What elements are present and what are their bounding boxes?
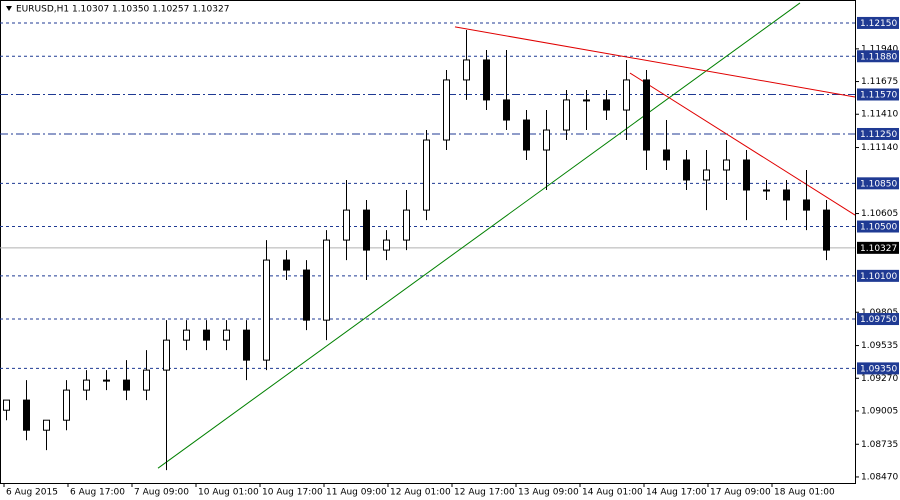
x-tick-label: 12 Aug 17:00: [454, 488, 515, 498]
level-label: 1.10850: [860, 179, 897, 189]
candle-body: [103, 379, 110, 382]
level-label: 1.09750: [860, 315, 897, 325]
x-tick-label: 17 Aug 09:00: [710, 488, 771, 498]
candle-body: [783, 189, 790, 201]
candle-body: [823, 209, 830, 251]
level-label: 1.10100: [860, 272, 897, 282]
trendline: [454, 26, 856, 98]
candle-body: [183, 329, 190, 341]
candle-body: [623, 79, 630, 111]
chart-title: EURUSD,H1 1.10307 1.10350 1.10257 1.1032…: [16, 5, 229, 15]
level-box: [857, 16, 899, 29]
candle-body: [503, 99, 510, 121]
x-tick-label: 10 Aug 01:00: [198, 488, 259, 498]
candle-body: [523, 119, 530, 151]
y-tick-label: 1.08735: [861, 440, 898, 450]
candle-body: [123, 379, 130, 391]
candle-body: [663, 149, 670, 161]
level-box: [857, 177, 899, 190]
candle-body: [163, 339, 170, 371]
candle-body: [343, 209, 350, 241]
x-tick-label: 10 Aug 17:00: [262, 488, 323, 498]
y-tick-label: 1.08470: [861, 472, 898, 482]
candle-body: [143, 369, 150, 391]
candle-body: [263, 259, 270, 361]
candle-body: [603, 99, 610, 111]
candle-body: [243, 329, 250, 361]
candle-body: [483, 59, 490, 101]
trendline: [629, 72, 856, 216]
level-box: [857, 362, 899, 375]
x-tick-label: 18 Aug 01:00: [774, 488, 835, 498]
candle-body: [403, 209, 410, 241]
x-tick-label: 12 Aug 01:00: [390, 488, 451, 498]
level-box: [857, 269, 899, 282]
candle-body: [723, 159, 730, 171]
candle-body: [583, 99, 590, 102]
level-box: [857, 127, 899, 140]
candle-body: [223, 329, 230, 341]
candle-body: [743, 159, 750, 191]
y-tick-label: 1.10605: [861, 209, 898, 219]
y-tick-label: 1.11410: [861, 110, 898, 120]
candle-body: [383, 239, 390, 251]
level-box: [857, 313, 899, 326]
level-box: [857, 50, 899, 63]
current-price-box: [857, 241, 899, 254]
candle-body: [303, 269, 310, 321]
x-tick-label: 6 Aug 2015: [6, 488, 58, 498]
candle-body: [763, 189, 770, 192]
candle-body: [23, 399, 30, 431]
trendline: [157, 2, 801, 469]
candle-body: [683, 159, 690, 181]
candle-body: [443, 79, 450, 141]
level-box: [857, 220, 899, 233]
candle-body: [563, 99, 570, 131]
current-price-label: 1.10327: [860, 244, 897, 254]
level-label: 1.11880: [860, 52, 897, 62]
x-tick-label: 14 Aug 17:00: [646, 488, 707, 498]
x-tick-label: 11 Aug 09:00: [326, 488, 387, 498]
candle-body: [423, 139, 430, 211]
y-tick-label: 1.11140: [861, 143, 898, 153]
candle-body: [283, 259, 290, 271]
candle-body: [203, 329, 210, 341]
x-tick-label: 6 Aug 17:00: [70, 488, 125, 498]
level-label: 1.11570: [860, 91, 897, 101]
candle-body: [323, 239, 330, 321]
level-label: 1.12150: [860, 19, 897, 29]
candle-body: [643, 79, 650, 151]
x-tick-label: 13 Aug 09:00: [518, 488, 579, 498]
candle-body: [463, 59, 470, 81]
candle-body: [83, 379, 90, 391]
y-tick-label: 1.09005: [861, 406, 898, 416]
candle-body: [63, 389, 70, 421]
y-tick-label: 1.11940: [861, 44, 898, 54]
candle-body: [3, 399, 10, 411]
y-tick-label: 1.09270: [861, 374, 898, 384]
candle-body: [543, 129, 550, 151]
x-tick-label: 14 Aug 01:00: [582, 488, 643, 498]
candle-body: [43, 419, 50, 431]
y-tick-label: 1.09805: [861, 308, 898, 318]
candle-body: [363, 209, 370, 251]
level-box: [857, 88, 899, 101]
menu-icon: [6, 6, 12, 11]
y-tick-label: 1.11675: [861, 77, 898, 87]
level-label: 1.09350: [860, 364, 897, 374]
candle-body: [703, 169, 710, 181]
level-label: 1.11250: [860, 130, 897, 140]
candle-body: [803, 199, 810, 211]
plot-frame: [0, 0, 856, 484]
x-tick-label: 7 Aug 09:00: [134, 488, 189, 498]
level-label: 1.10500: [860, 223, 897, 233]
y-tick-label: 1.09535: [861, 341, 898, 351]
